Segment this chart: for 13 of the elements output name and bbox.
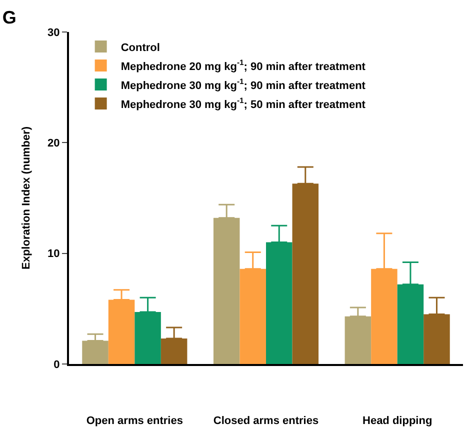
- x-tick-label: Head dipping: [362, 415, 432, 428]
- y-tick-label: 20: [48, 138, 60, 150]
- x-tick-label: Closed arms entries: [213, 415, 319, 428]
- y-axis-title: Exploration Index (number): [20, 126, 33, 270]
- x-tick-label: Open arms entries: [86, 415, 183, 428]
- legend-label: Control: [120, 42, 160, 54]
- chart-title: G: [2, 7, 16, 28]
- y-tick-label: 10: [48, 248, 60, 260]
- legend-label: Mephedrone 20 mg kg$^{-1}$; 90 min after treatment: [120, 58, 366, 73]
- legend-label: Mephedrone 30 mg kg$^{-1}$; 50 min after treatment: [120, 96, 366, 111]
- y-tick-label: 0: [54, 358, 60, 371]
- y-tick-label: 30: [48, 26, 60, 39]
- legend-label: Mephedrone 30 mg kg$^{-1}$; 90 min after treatment: [120, 77, 366, 92]
